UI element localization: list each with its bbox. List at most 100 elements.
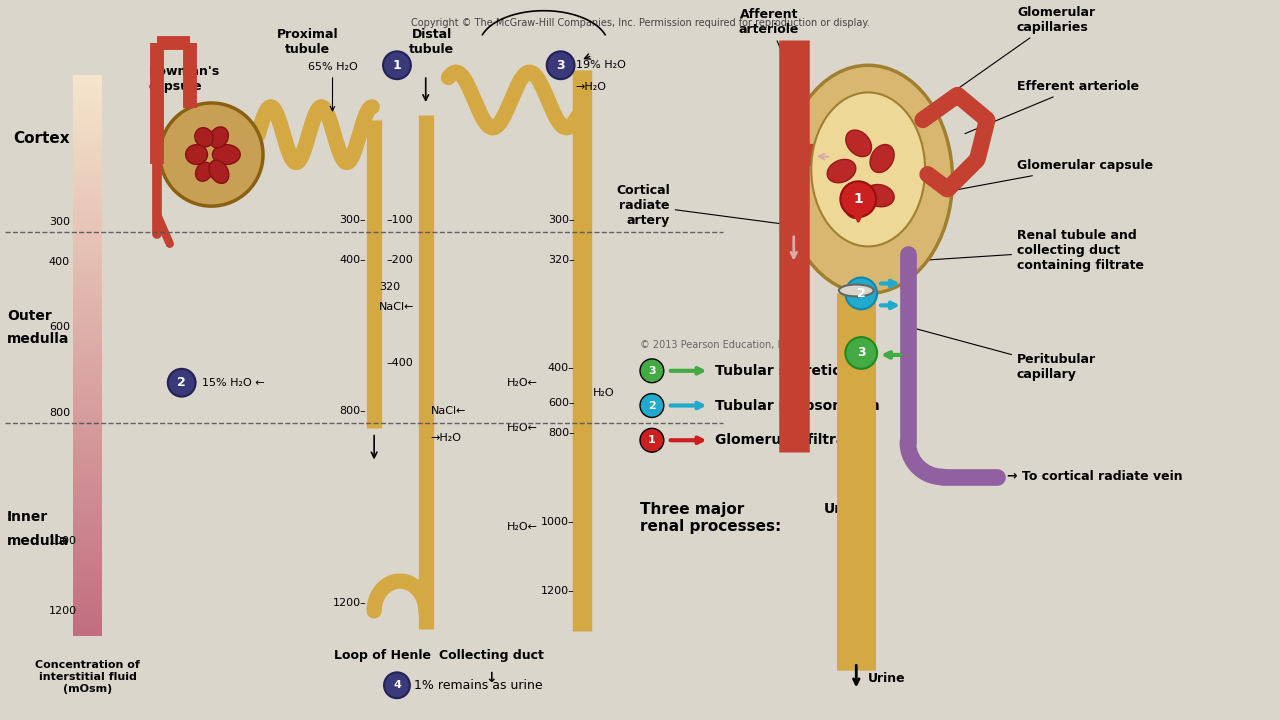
Bar (73, 125, 102, 128)
Bar (73, 487, 102, 490)
Text: 1: 1 (854, 192, 863, 206)
Bar (73, 277, 102, 280)
Bar (73, 153, 102, 156)
Ellipse shape (846, 130, 872, 156)
Bar (73, 532, 102, 535)
Bar (73, 554, 102, 557)
Bar (73, 75, 102, 78)
Circle shape (841, 181, 876, 217)
Bar (73, 400, 102, 403)
Text: Concentration of
interstitial fluid
(mOsm): Concentration of interstitial fluid (mOs… (35, 660, 140, 693)
Bar (73, 322, 102, 325)
Bar (73, 204, 102, 207)
Bar (73, 199, 102, 202)
Bar (73, 274, 102, 277)
Circle shape (160, 103, 262, 206)
Text: Outer: Outer (8, 308, 52, 323)
Bar (73, 145, 102, 148)
Bar (73, 364, 102, 366)
Text: Bowman's
capsule: Bowman's capsule (148, 65, 220, 137)
Bar (73, 523, 102, 526)
Bar (73, 112, 102, 114)
Text: –400: –400 (387, 358, 413, 368)
Text: 1: 1 (393, 59, 402, 72)
Text: Tubular reabsorption: Tubular reabsorption (716, 399, 881, 413)
Text: 400–: 400– (548, 363, 575, 373)
Text: 320: 320 (379, 282, 401, 292)
Bar (73, 476, 102, 479)
Bar (73, 516, 102, 518)
Text: Distal
tubule: Distal tubule (410, 27, 454, 55)
Text: Afferent
arteriole: Afferent arteriole (739, 7, 799, 83)
Text: 800–: 800– (548, 428, 575, 438)
Bar (73, 193, 102, 196)
Bar (73, 568, 102, 571)
Bar (73, 207, 102, 210)
Bar (73, 300, 102, 302)
Bar (73, 602, 102, 605)
Text: 300: 300 (49, 217, 69, 228)
Bar (73, 344, 102, 347)
Bar (73, 353, 102, 356)
Text: 2: 2 (648, 400, 655, 410)
Bar (73, 403, 102, 406)
Ellipse shape (838, 284, 874, 297)
Text: H₂O←: H₂O← (507, 521, 538, 531)
Text: medulla: medulla (8, 534, 69, 548)
Bar (73, 120, 102, 123)
Bar (73, 501, 102, 504)
Bar (73, 543, 102, 546)
Text: Glomerular
capillaries: Glomerular capillaries (931, 6, 1096, 108)
Bar (73, 397, 102, 400)
Bar (73, 202, 102, 204)
Text: 800–: 800– (339, 406, 366, 415)
Bar (73, 541, 102, 543)
Bar (73, 100, 102, 103)
Text: 1000: 1000 (49, 536, 77, 546)
Bar (73, 580, 102, 582)
Text: Peritubular
capillary: Peritubular capillary (916, 329, 1096, 381)
Bar (73, 482, 102, 485)
Bar (73, 414, 102, 417)
Bar (73, 313, 102, 316)
Bar (73, 633, 102, 636)
Bar (73, 518, 102, 521)
Ellipse shape (209, 160, 229, 184)
Text: 3: 3 (648, 366, 655, 376)
Ellipse shape (212, 145, 241, 164)
Bar (73, 109, 102, 112)
Bar (73, 608, 102, 611)
Bar (73, 445, 102, 448)
Text: 15% H₂O ←: 15% H₂O ← (201, 378, 264, 387)
Bar (73, 137, 102, 140)
Bar (73, 297, 102, 300)
Bar (73, 596, 102, 599)
Bar (73, 266, 102, 269)
Text: Cortical
radiate
artery: Cortical radiate artery (616, 184, 780, 227)
Text: H₂O←: H₂O← (507, 378, 538, 388)
Bar (73, 434, 102, 437)
Text: Copyright © The McGraw-Hill Companies, Inc. Permission required for reproduction: Copyright © The McGraw-Hill Companies, I… (411, 18, 869, 27)
Bar (73, 92, 102, 95)
Ellipse shape (865, 184, 895, 207)
Bar (73, 218, 102, 221)
Circle shape (640, 394, 664, 418)
Text: 1200: 1200 (49, 606, 77, 616)
Bar (73, 212, 102, 215)
Bar (73, 117, 102, 120)
Bar (73, 454, 102, 456)
Text: Inner: Inner (8, 510, 49, 524)
Bar (73, 294, 102, 297)
Text: 300–: 300– (548, 215, 575, 225)
Bar (73, 442, 102, 445)
Bar (73, 557, 102, 560)
Bar (73, 611, 102, 613)
Bar (73, 504, 102, 507)
Bar (73, 230, 102, 232)
Text: 400–: 400– (339, 255, 366, 265)
Bar (73, 492, 102, 495)
Bar (73, 190, 102, 193)
Text: H₂O: H₂O (593, 388, 614, 398)
Bar (73, 291, 102, 294)
Bar (73, 151, 102, 153)
